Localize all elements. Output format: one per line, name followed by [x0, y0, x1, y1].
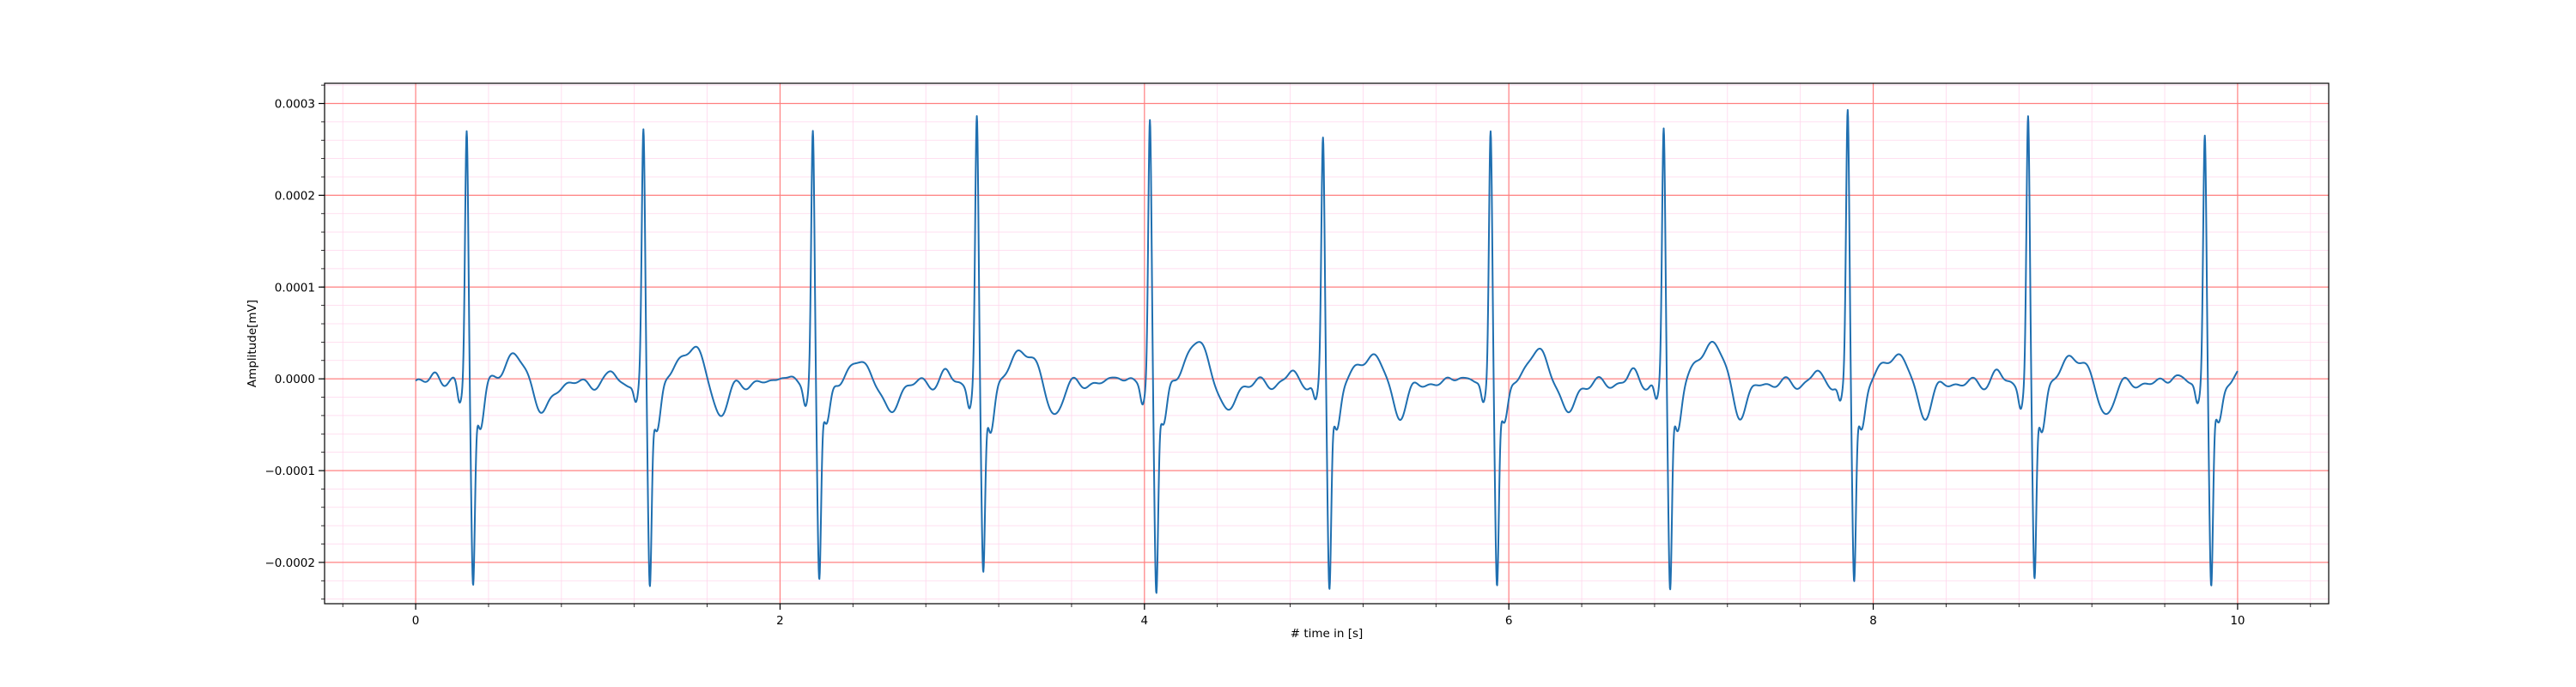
x-tick-label: 2 — [776, 614, 784, 628]
ecg-series-line — [415, 108, 2239, 594]
x-axis-label: # time in [s] — [1291, 627, 1364, 641]
y-tick-label: 0.0000 — [275, 373, 315, 386]
plot-frame — [324, 82, 2330, 605]
x-tick-label: 0 — [412, 614, 420, 628]
y-tick-label: −0.0001 — [264, 465, 315, 478]
y-tick-label: −0.0002 — [264, 556, 315, 570]
x-tick-label: 8 — [1869, 614, 1877, 628]
y-axis-ticks: −0.0002 −0.0001 0.0000 0.0001 0.0002 0.0003 — [264, 84, 325, 600]
y-tick-label: 0.0003 — [275, 98, 315, 112]
minor-grid — [325, 83, 2329, 604]
x-tick-label: 4 — [1141, 614, 1149, 628]
x-tick-label: 6 — [1505, 614, 1513, 628]
x-tick-label: 10 — [2230, 614, 2245, 628]
x-axis-ticks: 0 2 4 6 8 10 — [342, 604, 2312, 628]
y-tick-label: 0.0002 — [275, 189, 315, 203]
y-axis-label: Amplitude[mV] — [246, 300, 259, 387]
plot-line-group — [415, 108, 2239, 594]
y-tick-label: 0.0001 — [275, 281, 315, 295]
